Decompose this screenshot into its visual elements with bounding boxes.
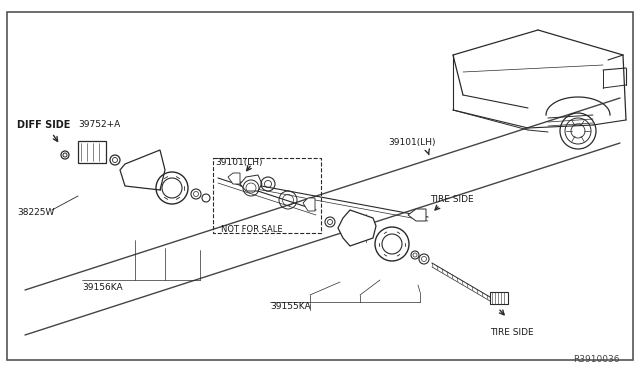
Text: TIRE SIDE: TIRE SIDE bbox=[430, 195, 474, 204]
Text: NOT FOR SALE: NOT FOR SALE bbox=[221, 225, 283, 234]
Text: 39101(LH): 39101(LH) bbox=[215, 158, 262, 167]
Text: R3910036: R3910036 bbox=[573, 355, 620, 364]
Polygon shape bbox=[228, 173, 240, 184]
Text: 39155KA: 39155KA bbox=[270, 302, 310, 311]
Polygon shape bbox=[303, 198, 315, 211]
Bar bbox=[78, 141, 106, 163]
Bar bbox=[490, 292, 508, 304]
Polygon shape bbox=[240, 175, 262, 191]
Polygon shape bbox=[408, 209, 426, 221]
Text: 39752+A: 39752+A bbox=[78, 120, 120, 129]
Polygon shape bbox=[120, 150, 165, 190]
Polygon shape bbox=[338, 210, 376, 246]
Text: DIFF SIDE: DIFF SIDE bbox=[17, 120, 70, 130]
Text: 39101(LH): 39101(LH) bbox=[388, 138, 435, 147]
Text: TIRE SIDE: TIRE SIDE bbox=[490, 328, 534, 337]
Text: 39156KA: 39156KA bbox=[82, 283, 123, 292]
Bar bbox=[213, 158, 321, 233]
Text: 38225W: 38225W bbox=[17, 208, 54, 217]
